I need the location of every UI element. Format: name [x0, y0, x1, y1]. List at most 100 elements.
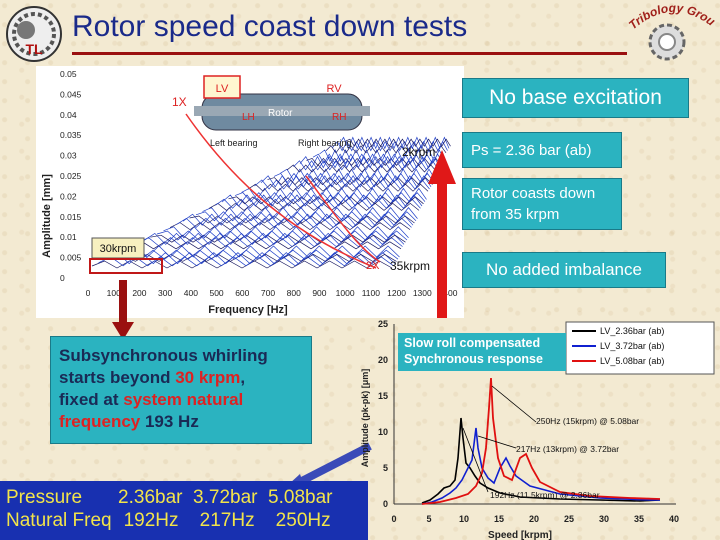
response-x-tick: 25: [564, 514, 574, 524]
subsync-line-4: frequency 193 Hz: [59, 411, 303, 433]
waterfall-x-tick: 200: [132, 288, 146, 298]
slow-roll-line-2: Synchronous response: [404, 352, 543, 366]
waterfall-trace: [338, 136, 450, 150]
waterfall-x-tick: 700: [261, 288, 275, 298]
waterfall-x-tick: 600: [235, 288, 249, 298]
callout-no-base-excitation: No base excitation: [462, 78, 689, 118]
response-y-tick: 10: [378, 427, 388, 437]
inset-right-bearing: Right bearing: [298, 138, 352, 148]
tribology-group-logo: Tribology Group: [620, 0, 718, 64]
title-underline: [72, 52, 627, 55]
label-2x: 2X: [366, 260, 380, 272]
subsync-down-arrow: [112, 280, 134, 340]
waterfall-x-ticks: 0 100 200 300 400 500 600 700 800 900 1000 1100 1200…: [86, 288, 458, 298]
waterfall-trace: [247, 183, 429, 192]
waterfall-trace: [280, 168, 436, 181]
waterfall-trace: [241, 187, 427, 201]
response-y-tick: 5: [383, 463, 388, 473]
waterfall-trace: [169, 222, 411, 231]
inset-left-bearing: Left bearing: [210, 138, 258, 148]
waterfall-x-tick: 800: [287, 288, 301, 298]
ann-192hz: 192Hz (11.5krpm) @ 2.36bar: [490, 490, 600, 500]
waterfall-trace: [98, 256, 394, 267]
callout-slow-roll: Slow roll compensated Synchronous respon…: [398, 333, 566, 371]
speed-up-arrow: [428, 150, 456, 318]
waterfall-x-tick: 1100: [362, 288, 381, 298]
waterfall-trace: [137, 237, 403, 248]
waterfall-y-ticks: 0.05 0.045 0.04 0.035 0.03 0.025 0.02 0.015 0.01…: [60, 69, 82, 283]
response-x-tick: 0: [391, 514, 396, 524]
line-2x: [305, 175, 381, 263]
waterfall-trace: [202, 207, 418, 220]
response-y-label: Amplitude (pk-pk) [μm]: [360, 369, 370, 468]
coast-line-2: from 35 krpm: [471, 206, 560, 223]
subsync-text-4b: 193 Hz: [140, 412, 199, 431]
waterfall-trace: [117, 249, 399, 260]
subsync-text-2b: 30 krpm: [175, 368, 241, 387]
pressure-row: Pressure 2.36bar 3.72bar 5.08bar: [6, 486, 362, 509]
waterfall-trace: [221, 194, 423, 207]
waterfall-x-tick: 1400: [439, 288, 458, 298]
waterfall-trace: [124, 245, 400, 258]
callout-subsynchronous: Subsynchronous whirling starts beyond 30…: [50, 336, 312, 444]
waterfall-y-tick: 0.02: [60, 191, 77, 201]
tl-logo: TL: [4, 4, 64, 64]
waterfall-trace: [254, 179, 430, 190]
inset-lv: LV: [216, 83, 229, 95]
curve-2-36bar: [421, 417, 661, 504]
slow-roll-line-1: Slow roll compensated: [404, 336, 541, 350]
waterfall-trace: [332, 140, 448, 152]
response-x-ticks: 0 5 10 15 20 25 30 35 40: [391, 514, 679, 524]
rotor-inset: LV RV LH RH Rotor Left bearing Right bea…: [194, 75, 370, 148]
legend-2-36bar: LV_2.36bar (ab): [600, 326, 664, 336]
waterfall-trace: [150, 234, 406, 243]
label-35krpm: 35krpm: [390, 259, 430, 273]
label-1x: 1X: [172, 95, 187, 109]
waterfall-trace: [195, 211, 417, 222]
waterfall-trace: [130, 241, 402, 250]
subsync-text-2c: ,: [240, 368, 246, 387]
natural-freq-row-label: Natural Freq: [6, 510, 112, 531]
subsync-highlight-box: [89, 258, 163, 274]
callout-coast-down: Rotor coasts down from 35 krpm: [462, 178, 622, 230]
pressure-row-label: Pressure: [6, 487, 83, 508]
waterfall-x-tick: 0: [86, 288, 91, 298]
ann-217hz: 217Hz (13krpm) @ 3.72bar: [516, 444, 619, 454]
waterfall-trace: [182, 213, 414, 226]
inset-rh: RH: [332, 112, 346, 123]
response-x-tick: 10: [459, 514, 469, 524]
line-1x: [185, 113, 377, 269]
waterfall-trace: [143, 232, 405, 245]
waterfall-trace: [104, 252, 396, 265]
inset-rv: RV: [326, 83, 342, 95]
subsync-text-4a: frequency: [59, 412, 141, 431]
response-x-tick: 30: [599, 514, 609, 524]
waterfall-trace: [91, 260, 393, 269]
waterfall-trace: [325, 145, 447, 154]
response-chart: 0 5 10 15 20 25 0 5 10 15 20 25 30 35 40 Amplitude (p…: [360, 319, 715, 540]
label-2krpm: 2krpm: [402, 145, 435, 159]
pressure-row-values: 2.36bar 3.72bar 5.08bar: [118, 487, 333, 508]
waterfall-trace: [234, 192, 426, 203]
waterfall-trace: [260, 175, 432, 188]
waterfall-trace: [215, 198, 421, 209]
response-x-label: Speed [krpm]: [488, 530, 552, 540]
subsync-text-3a: fixed at: [59, 390, 124, 409]
response-x-tick: 20: [529, 514, 539, 524]
waterfall-y-tick: 0.05: [60, 69, 77, 79]
response-x-tick: 5: [426, 514, 431, 524]
response-y-tick: 20: [378, 355, 388, 365]
waterfall-trace: [293, 160, 439, 171]
waterfall-x-tick: 1000: [336, 288, 355, 298]
waterfall-x-label: Frequency [Hz]: [208, 304, 288, 316]
waterfall-x-tick: 1300: [413, 288, 432, 298]
slide-title: Rotor speed coast down tests: [72, 10, 468, 43]
waterfall-x-tick: 300: [158, 288, 172, 298]
curve-5-08bar: [421, 377, 661, 505]
response-x-tick: 35: [634, 514, 644, 524]
subsync-text-3b: system natural: [123, 390, 244, 409]
waterfall-trace: [286, 164, 438, 173]
waterfall-x-tick: 900: [312, 288, 326, 298]
waterfall-y-tick: 0.01: [60, 232, 77, 242]
response-y-ticks: 0 5 10 15 20 25: [378, 319, 388, 509]
